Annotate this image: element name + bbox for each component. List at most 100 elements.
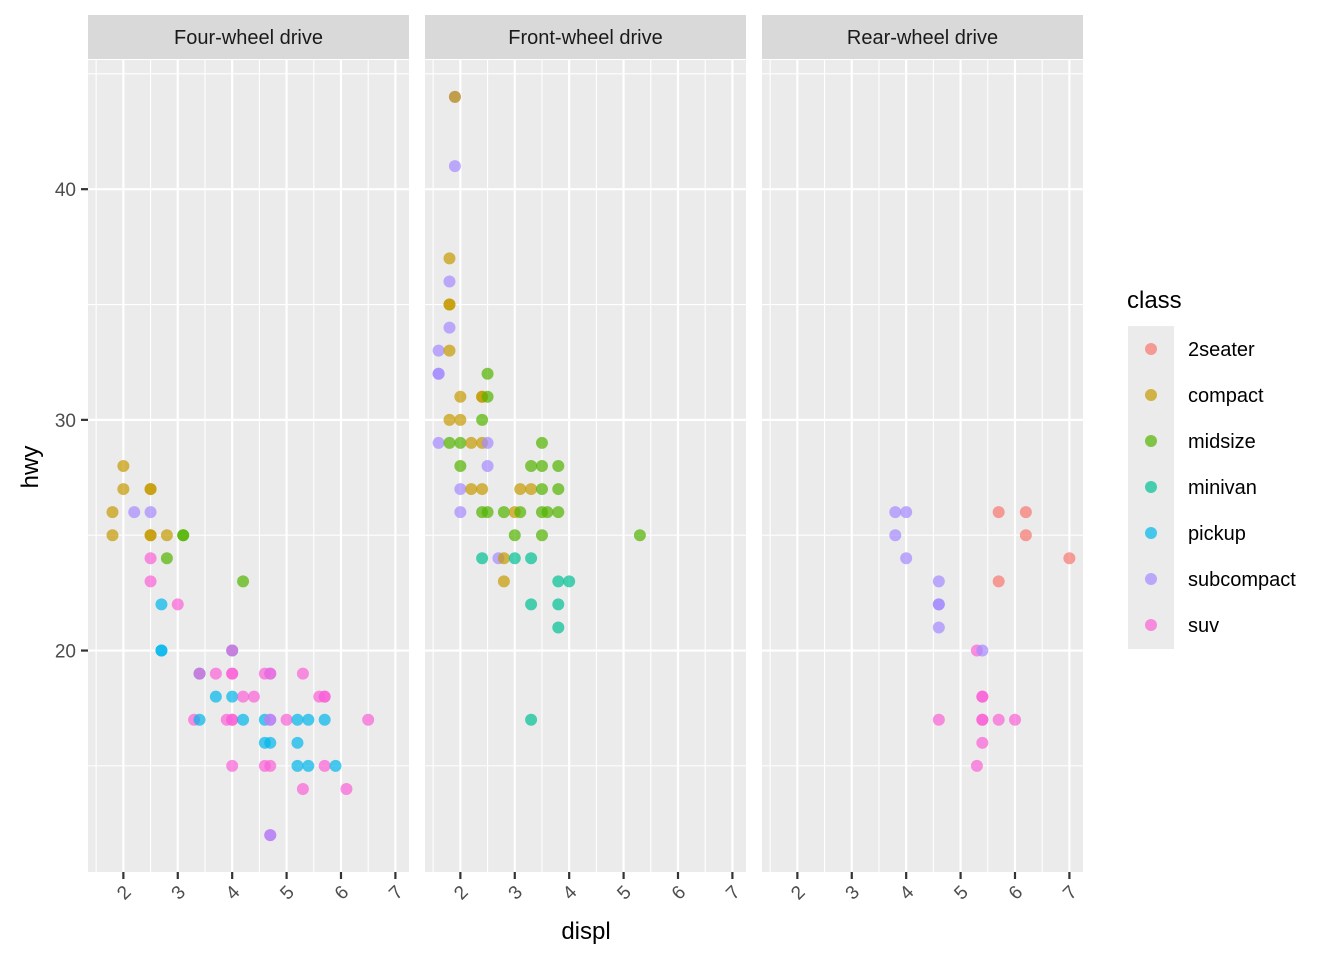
data-point-subcompact	[900, 552, 913, 565]
data-point-suv	[264, 759, 277, 772]
data-point-pickup	[226, 690, 239, 703]
data-point-compact	[144, 529, 157, 542]
points	[106, 460, 375, 842]
data-point-suv	[144, 552, 157, 565]
x-tick-label: 3	[842, 882, 864, 904]
data-point-compact	[443, 344, 456, 357]
data-point-compact	[514, 483, 527, 496]
data-point-minivan	[525, 598, 538, 611]
legend-label: compact	[1188, 385, 1264, 407]
data-point-suv	[264, 667, 277, 680]
legend-label: subcompact	[1188, 569, 1296, 591]
data-point-compact	[443, 413, 456, 426]
x-tick-label: 7	[722, 882, 744, 904]
data-point-subcompact	[443, 275, 456, 288]
x-tick-label: 7	[1059, 882, 1081, 904]
data-point-suv	[970, 759, 983, 772]
data-point-suv	[193, 667, 206, 680]
data-point-minivan	[563, 575, 576, 588]
data-point-suv	[280, 713, 293, 726]
data-point-midsize	[514, 506, 527, 519]
data-point-suv	[340, 782, 353, 795]
x-tick-label: 4	[896, 882, 919, 905]
x-tick-label: 2	[113, 882, 135, 904]
legend-item-compact: compact	[1145, 385, 1264, 407]
data-point-2seater	[992, 575, 1005, 588]
data-point-pickup	[155, 598, 168, 611]
legend-item-minivan: minivan	[1145, 477, 1257, 499]
data-point-2seater	[1019, 529, 1032, 542]
x-tick-label: 3	[168, 882, 190, 904]
data-point-subcompact	[432, 344, 445, 357]
data-point-minivan	[552, 575, 565, 588]
data-point-pickup	[291, 736, 304, 749]
legend-item-subcompact: subcompact	[1145, 569, 1296, 591]
data-point-2seater	[1019, 506, 1032, 519]
data-point-suv	[144, 575, 157, 588]
data-point-subcompact	[443, 321, 456, 334]
data-point-subcompact	[932, 621, 945, 634]
x-tick-label: 4	[559, 882, 582, 905]
data-point-midsize	[508, 529, 521, 542]
data-point-suv	[226, 667, 239, 680]
data-point-minivan	[525, 552, 538, 565]
data-point-suv	[976, 736, 989, 749]
data-point-compact	[443, 252, 456, 265]
data-point-pickup	[209, 690, 222, 703]
data-point-pickup	[264, 736, 277, 749]
data-point-suv	[318, 759, 331, 772]
facet-strip-label: Four-wheel drive	[174, 27, 323, 49]
data-point-minivan	[525, 713, 538, 726]
data-point-suv	[932, 713, 945, 726]
data-point-midsize	[481, 506, 494, 519]
facet-panel: Front-wheel drive 2 3 4 5 6 7	[425, 15, 746, 904]
data-point-suv	[296, 782, 309, 795]
facet-strip-label: Rear-wheel drive	[847, 27, 998, 49]
data-point-pickup	[237, 713, 250, 726]
points	[432, 90, 646, 726]
data-point-subcompact	[481, 460, 494, 472]
legend-item-midsize: midsize	[1145, 431, 1256, 453]
data-point-suv	[976, 690, 989, 703]
data-point-subcompact	[128, 506, 141, 519]
legend-item-2seater: 2seater	[1145, 339, 1255, 361]
data-point-pickup	[193, 713, 206, 726]
data-point-midsize	[237, 575, 250, 588]
data-point-subcompact	[889, 506, 902, 519]
legend-title: class	[1127, 287, 1182, 314]
data-point-suv	[226, 713, 239, 726]
data-point-subcompact	[481, 436, 494, 449]
legend-label: suv	[1188, 615, 1219, 637]
x-tick-label: 6	[668, 882, 690, 904]
data-point-compact	[117, 483, 130, 496]
data-point-pickup	[302, 759, 315, 772]
data-point-compact	[454, 390, 467, 403]
legend-label: minivan	[1188, 477, 1257, 499]
data-point-subcompact	[932, 575, 945, 588]
data-point-midsize	[177, 529, 190, 542]
facet-panel: Rear-wheel drive 2 3 4 5 6 7	[762, 15, 1083, 904]
legend-item-pickup: pickup	[1145, 523, 1246, 545]
legend-item-suv: suv	[1145, 615, 1219, 637]
panel-background	[762, 60, 1083, 872]
y-axis-title: hwy	[17, 446, 44, 489]
data-point-subcompact	[144, 506, 157, 519]
points	[889, 506, 1076, 772]
data-point-compact	[106, 529, 119, 542]
x-tick-label: 5	[276, 882, 298, 904]
data-point-suv	[237, 690, 250, 703]
data-point-subcompact	[900, 506, 913, 519]
data-point-subcompact	[432, 436, 445, 449]
panel-background	[425, 60, 746, 872]
data-point-compact	[497, 552, 510, 565]
data-point-subcompact	[432, 367, 445, 380]
x-tick-label: 6	[1005, 882, 1027, 904]
data-point-midsize	[535, 483, 548, 496]
data-point-pickup	[291, 713, 304, 726]
legend: class 2seater compact midsize minivan pickup…	[1127, 287, 1296, 649]
data-point-suv	[976, 713, 989, 726]
legend-key-minivan	[1145, 481, 1157, 493]
data-point-midsize	[633, 529, 646, 542]
data-point-midsize	[481, 390, 494, 403]
